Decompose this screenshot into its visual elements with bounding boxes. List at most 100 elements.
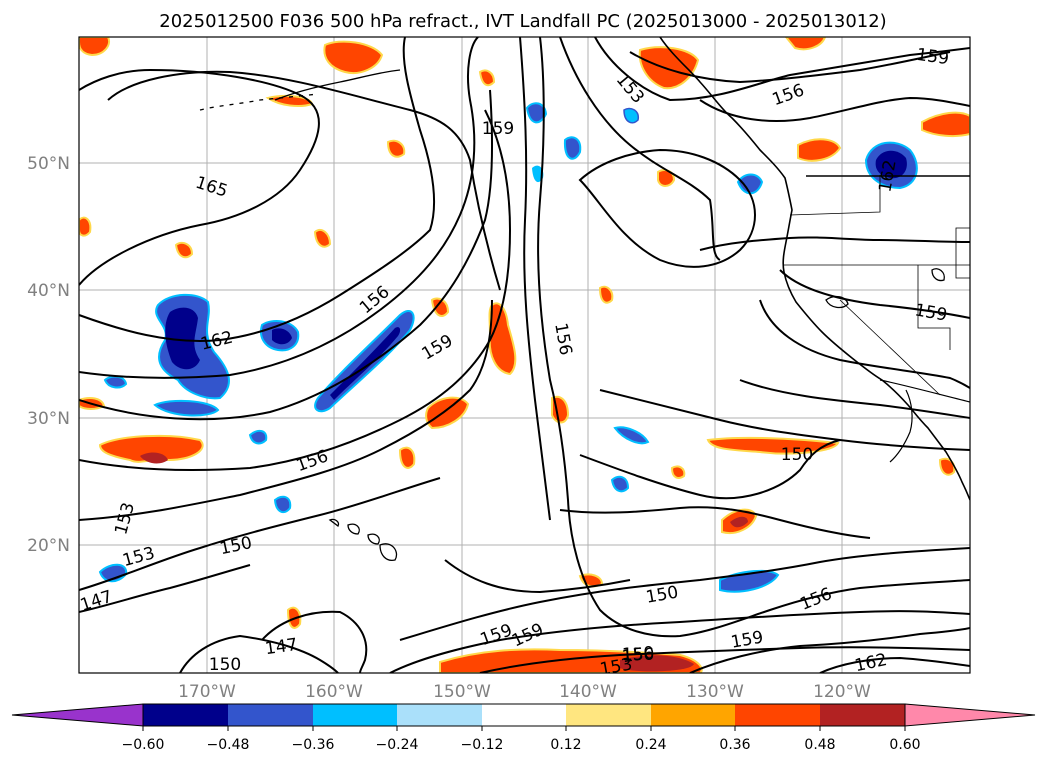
colorbar-frame — [142, 703, 906, 727]
neg-blob-15 — [610, 475, 630, 493]
contour-closed-center — [578, 148, 756, 268]
neg-blob-7 — [273, 495, 292, 514]
map-panel: 165 162 159 156 153 150 147 159 156 153 … — [78, 36, 971, 679]
lon-tick-label: 160°W — [305, 682, 363, 702]
pos-blob-24 — [386, 139, 406, 158]
contour-162-far-south — [819, 656, 970, 673]
lon-tick-label: 120°W — [813, 682, 871, 702]
coastlines-and-borders — [199, 37, 970, 561]
neg-blob-13 — [736, 173, 764, 195]
pos-blob-5 — [323, 40, 384, 74]
contour-closed-south — [444, 559, 631, 594]
great-salt-lake — [931, 268, 945, 282]
contour-150-east — [579, 439, 841, 500]
pos-blob-7 — [425, 396, 470, 430]
contour-156-far-south — [479, 646, 970, 673]
colorbar-segment — [397, 704, 482, 726]
contour-156-east — [739, 379, 970, 419]
neg-blob-16 — [532, 165, 544, 183]
lon-tick-label: 170°W — [178, 682, 236, 702]
colorbar-tick-label: 0.60 — [889, 737, 920, 753]
contour-153-south — [79, 477, 441, 591]
contour-159-label-east — [779, 269, 970, 319]
contour-label: 162 — [853, 650, 889, 676]
contour-156-center — [537, 37, 970, 638]
colorbar-segment — [143, 704, 228, 726]
colorbar-segment — [566, 704, 651, 726]
contour-156-west — [79, 89, 494, 421]
colorbar-tick-label: 0.24 — [635, 737, 666, 753]
contour-153-center — [519, 37, 551, 521]
contour-165 — [107, 70, 501, 291]
pos-blob-26 — [938, 457, 956, 476]
pos-blob-11-core — [730, 516, 748, 528]
negative-anomaly-regions — [98, 102, 918, 593]
lon-tick-label: 130°W — [686, 682, 744, 702]
neg-blob-14-core — [875, 150, 907, 179]
pos-blob-13 — [921, 111, 970, 138]
figure-title: 2025012500 F036 500 hPa refract., IVT La… — [159, 11, 886, 32]
contour-153-east — [599, 389, 970, 451]
colorbar-segment — [651, 704, 735, 726]
neg-blob-2-core — [272, 328, 292, 345]
colorbar-segment — [228, 704, 313, 726]
state-border-wa-or — [789, 175, 881, 216]
contour-162 — [79, 37, 436, 342]
neg-blob-4 — [153, 399, 220, 417]
contour-147-south — [261, 610, 368, 673]
pos-blob-1 — [98, 434, 204, 463]
pos-blob-28 — [670, 465, 686, 479]
contour-156-north — [629, 51, 951, 84]
neg-blob-3-core — [330, 327, 401, 400]
pos-blob-14 — [797, 138, 842, 162]
inland-boundary — [955, 227, 970, 279]
pos-blob-17 — [657, 169, 676, 187]
contour-label: 150 — [209, 655, 241, 675]
contour-lines — [79, 37, 970, 673]
colorbar-tick-label: 0.48 — [804, 737, 835, 753]
hawaii-kauai — [328, 518, 340, 527]
pos-blob-20 — [313, 228, 332, 248]
neg-blob-17 — [623, 107, 639, 124]
colorbar-tick-label: −0.12 — [461, 737, 504, 753]
state-border-ca-nv-diagonal — [839, 299, 941, 396]
contour-147 — [79, 564, 251, 613]
pos-blob-12 — [638, 46, 700, 90]
hawaii-big-island — [379, 543, 398, 561]
colorbar-ticks — [142, 726, 906, 731]
contour-label: 147 — [264, 635, 299, 659]
contour-150-far-south — [399, 547, 970, 641]
contour-153 — [79, 109, 512, 471]
neg-blob-10 — [563, 136, 582, 160]
contour-label: 159 — [482, 119, 514, 139]
contour-label: 159 — [915, 45, 950, 69]
colorbar-segment — [820, 704, 905, 726]
hawaii-oahu — [347, 523, 360, 535]
lon-tick-label: 140°W — [559, 682, 617, 702]
baja-california-coast — [889, 389, 913, 463]
pos-blob-25 — [598, 285, 614, 304]
neg-blob-5 — [103, 375, 128, 389]
lat-tick-label: 50°N — [27, 154, 70, 174]
contour-150 — [79, 299, 493, 521]
contour-153-north — [594, 37, 970, 102]
contour-label: 156 — [622, 645, 654, 665]
pos-blob-8 — [488, 302, 517, 376]
contour-159-far-south — [689, 627, 970, 673]
pos-blob-21 — [398, 446, 416, 469]
contour-150-southeast — [559, 506, 871, 539]
colorbar-tick-label: 0.12 — [550, 737, 581, 753]
contour-label: 150 — [621, 643, 656, 667]
lon-tick-labels: 170°W 160°W 150°W 140°W 130°W 120°W — [178, 682, 871, 702]
contour-162-north — [79, 68, 320, 286]
pos-blob-3 — [79, 216, 92, 237]
pos-blob-23 — [478, 69, 496, 87]
us-mexico-border — [879, 379, 970, 403]
pos-blob-10 — [706, 436, 840, 455]
neg-blob-11 — [613, 426, 650, 445]
colorbar-extend-low — [11, 703, 144, 727]
pos-blob-1-core — [140, 452, 168, 464]
contour-label: 153 — [598, 654, 633, 679]
colorbar-tick-label: −0.60 — [122, 737, 165, 753]
